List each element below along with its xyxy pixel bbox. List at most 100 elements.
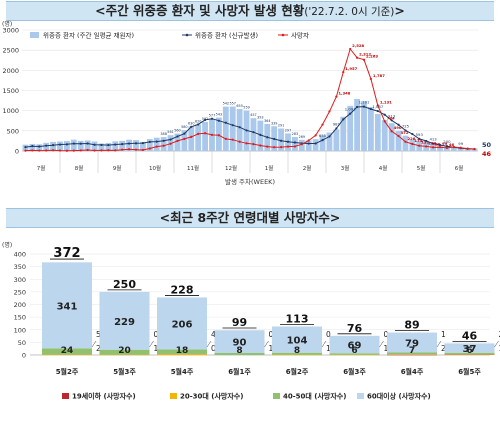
new-critical-point [307, 142, 310, 145]
new-critical-point [273, 137, 276, 141]
new-critical-point [45, 144, 48, 147]
death-point [65, 149, 69, 152]
critical-bar [202, 121, 208, 151]
critical-bar [133, 140, 139, 151]
total-label: 113 [286, 312, 309, 325]
new-critical-point [93, 143, 96, 146]
new-critical-point [445, 145, 449, 148]
critical-bar [91, 141, 98, 151]
critical-bar [374, 113, 381, 151]
critical-bar [98, 143, 105, 151]
top-y-tick-label: 1000 [2, 107, 19, 115]
new-critical-point [107, 143, 110, 147]
bar-value-label: 580 [181, 125, 187, 129]
side-label-top: 0 [326, 330, 331, 339]
death-point [224, 137, 227, 140]
age-legend-swatch [170, 393, 177, 399]
death-point [349, 47, 352, 51]
side-label-bottom: 0 [211, 344, 216, 353]
death-point [121, 148, 124, 151]
death-point [425, 145, 428, 148]
deaths-end-label: 46 [482, 150, 492, 158]
critical-value-label: 99 [458, 141, 463, 146]
death-value-label: 131 [421, 140, 429, 145]
death-value-label: 228 [407, 136, 415, 141]
death-value-label: 490 [394, 125, 402, 130]
bar-value-label: 339 [271, 121, 277, 125]
death-point [86, 148, 89, 152]
age-bar-segment [214, 352, 265, 355]
new-critical-point [72, 142, 75, 145]
new-critical-point [183, 132, 186, 135]
bar-value-label: 577 [209, 114, 215, 118]
new-critical-point [100, 143, 103, 147]
age-bar-segment [214, 330, 265, 353]
death-point [411, 142, 414, 146]
bottom-y-tick-label: 0 [22, 352, 26, 360]
month-label: 10월 [149, 164, 161, 172]
category-label: 6월5주 [458, 367, 481, 376]
death-point [45, 149, 48, 152]
new-critical-point [286, 140, 290, 143]
age-40-50-label: 8 [294, 346, 300, 356]
bottom-chart-title: <최근 8주간 연령대별 사망자수> [159, 210, 341, 225]
new-critical-point [24, 145, 27, 149]
side-label-top: 0 [269, 330, 274, 339]
critical-bar [409, 139, 416, 151]
critical-end-label: 50 [482, 141, 492, 149]
legend-entry: 사망자 [291, 31, 309, 40]
new-critical-point [141, 141, 145, 145]
death-point [390, 130, 393, 133]
new-critical-point [279, 139, 283, 142]
top-unit-label: (명) [2, 20, 12, 28]
critical-value-label: 593 [416, 132, 424, 137]
top-chart-title-close: > [394, 3, 405, 18]
total-label: 89 [404, 319, 419, 332]
bar-value-label: 630 [188, 121, 194, 125]
death-point [293, 145, 297, 148]
age-legend-entry: 20-30대 (사망자수) [180, 392, 243, 401]
bottom-y-tick-label: 400 [14, 251, 26, 259]
new-critical-point [58, 143, 62, 146]
new-critical-point [162, 139, 165, 142]
top-y-tick-label: 3000 [2, 27, 19, 35]
critical-bar [402, 135, 409, 151]
bar-value-label: 393 [257, 116, 263, 120]
age-bar-segment [329, 354, 380, 356]
bar-value-label: 297 [285, 128, 291, 132]
new-critical-point [31, 145, 34, 148]
new-critical-point [383, 113, 386, 116]
month-label: 5월 [417, 164, 426, 172]
age-bar-segment [272, 326, 322, 353]
new-critical-point [121, 143, 124, 146]
new-critical-point [114, 143, 117, 146]
top-y-tick-label: 0 [15, 148, 19, 156]
new-critical-point [190, 125, 193, 128]
new-critical-point [425, 139, 428, 143]
age-bar-segment [387, 354, 437, 355]
new-critical-point [203, 118, 207, 122]
death-point [321, 123, 324, 126]
month-label: 11월 [187, 164, 199, 172]
critical-bar [160, 137, 167, 151]
death-value-label: 99 [442, 141, 448, 146]
top-y-tick-label: 1500 [2, 87, 19, 95]
death-point [397, 134, 400, 138]
side-label-leader [494, 340, 499, 348]
age-60plus-label: 206 [172, 319, 193, 330]
death-point [93, 149, 96, 152]
side-label-bottom: 1 [269, 344, 274, 353]
age-60plus-label: 229 [114, 317, 135, 328]
bottom-y-tick-label: 350 [14, 263, 26, 271]
death-point [38, 149, 41, 152]
critical-bar [50, 141, 56, 151]
total-label: 76 [347, 322, 363, 335]
critical-bar [395, 130, 402, 151]
death-point [431, 146, 435, 149]
death-point [466, 147, 469, 150]
critical-bar [36, 144, 43, 151]
death-point [127, 148, 131, 151]
bar-value-label: 542 [223, 102, 229, 106]
bottom-y-tick-label: 200 [14, 301, 26, 309]
side-label-top: 4 [211, 330, 216, 339]
